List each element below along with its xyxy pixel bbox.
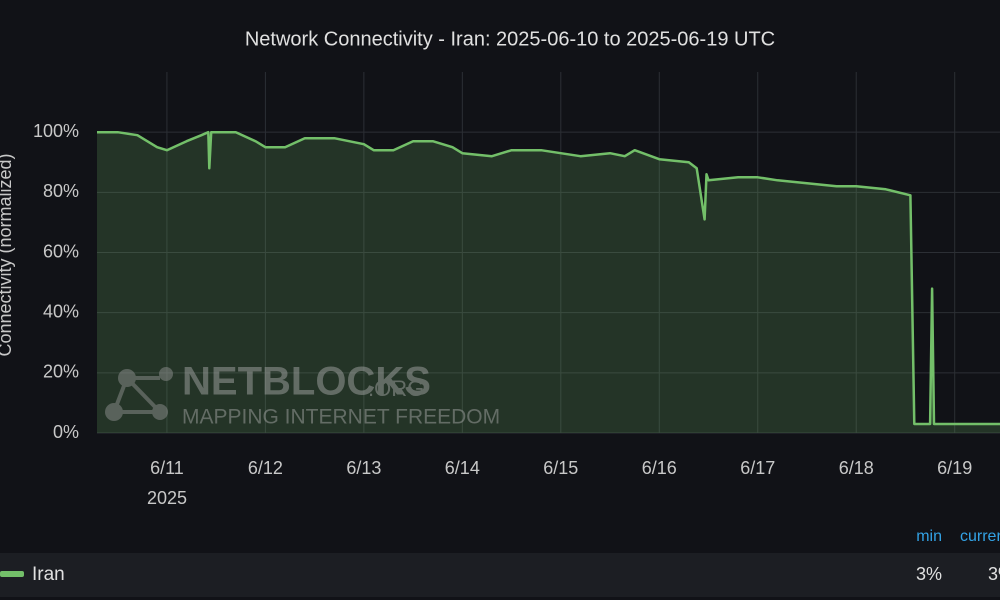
stat-header: current — [960, 528, 1000, 545]
x-tick-label: 6/11 — [150, 458, 184, 478]
legend-label: Iran — [32, 564, 65, 585]
watermark-brand: NETBLOCKS — [182, 360, 431, 404]
x-tick-label: 6/12 — [248, 458, 283, 478]
x-tick-label: 6/15 — [543, 458, 578, 478]
y-axis-label: Connectivity (normalized) — [0, 153, 15, 356]
watermark-logo — [112, 376, 162, 414]
y-tick-label: 100% — [33, 121, 79, 141]
watermark: NETBLOCKS .ORG MAPPING INTERNET FREEDOM — [105, 360, 500, 429]
y-tick-label: 60% — [43, 241, 79, 261]
legend-swatch — [0, 571, 24, 577]
watermark-domain: .ORG — [368, 376, 424, 401]
y-tick-label: 0% — [53, 422, 79, 442]
x-year-label: 2025 — [147, 488, 187, 508]
stat-value: 3% — [916, 564, 942, 584]
y-tick-label: 80% — [43, 181, 79, 201]
legend-row — [0, 553, 1000, 597]
y-tick-label: 20% — [43, 362, 79, 382]
watermark-dots — [105, 367, 173, 421]
y-tick-label: 40% — [43, 301, 79, 321]
stat-value: 3% — [988, 564, 1000, 584]
area — [97, 132, 1000, 433]
chart-title: Network Connectivity - Iran: 2025-06-10 … — [245, 28, 775, 50]
x-tick-label: 6/17 — [740, 458, 775, 478]
x-tick-label: 6/16 — [642, 458, 677, 478]
grid — [97, 72, 1000, 434]
stat-header: min — [916, 528, 942, 545]
x-tick-label: 6/13 — [346, 458, 381, 478]
x-tick-label: 6/19 — [937, 458, 972, 478]
plot — [97, 130, 1000, 433]
x-tick-label: 6/14 — [445, 458, 480, 478]
watermark-tagline: MAPPING INTERNET FREEDOM — [182, 406, 500, 429]
line — [97, 130, 1000, 426]
x-tick-label: 6/18 — [839, 458, 874, 478]
